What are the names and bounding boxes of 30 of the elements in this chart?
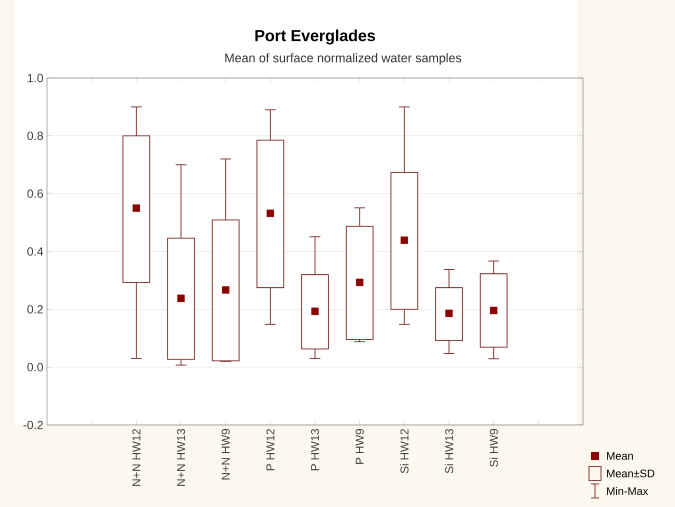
point: [311, 308, 319, 316]
point: [490, 306, 498, 314]
x-tick-label: P HW13: [310, 429, 320, 470]
x-tick-label: P HW9: [356, 429, 364, 464]
point: [266, 210, 274, 218]
point: [445, 310, 453, 318]
y-tick-label: 1.0: [28, 74, 44, 82]
x-tick-label: N+N HW13: [176, 429, 186, 486]
text: Min-Max: [607, 486, 648, 496]
y-tick-label: 0.2: [27, 305, 43, 314]
legend-label: Mean: [607, 452, 633, 460]
x-tick-label: Si HW12: [400, 429, 409, 474]
chart-subtitle: Mean of surface normalized water samples: [225, 53, 462, 65]
y-tick-label: 0.8: [27, 132, 43, 140]
y-tick-label: 0.0: [27, 362, 44, 372]
point: [400, 236, 408, 244]
point: [222, 286, 230, 294]
x-tick-label: N+N HW12: [132, 429, 140, 486]
y-tick-label: -0.2: [23, 420, 43, 430]
x-tick-label: P HW12: [266, 429, 274, 470]
y-tick-label: 0.4: [27, 247, 44, 256]
point: [132, 204, 140, 212]
legend-label: Mean±SD: [607, 470, 654, 478]
point: [356, 278, 364, 286]
x-tick-label: N+N HW9: [222, 429, 230, 480]
x-tick-label: Si HW9: [489, 429, 498, 467]
x-tick-label: Si HW13: [444, 429, 454, 474]
y-tick-label: 0.6: [27, 189, 43, 198]
chart-title: Port Everglades: [255, 30, 376, 44]
point: [177, 294, 185, 302]
